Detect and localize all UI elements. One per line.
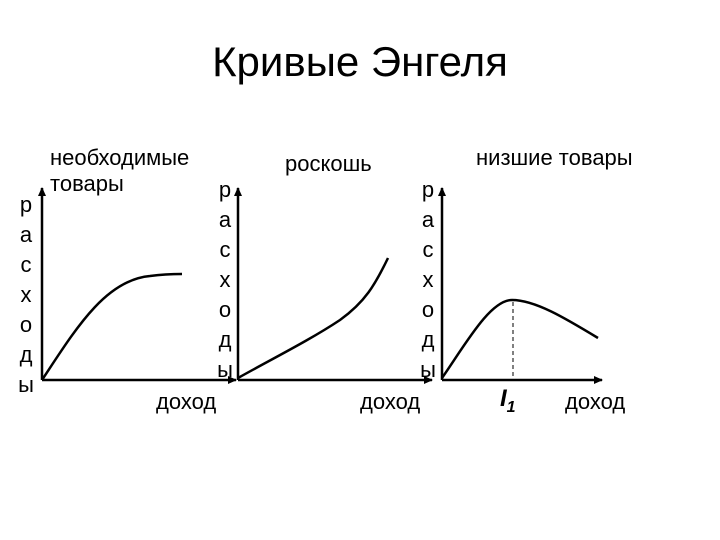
panel-inferior [438,187,603,384]
engel-curve-inferior [440,298,599,379]
x-axis-label-income: доход [565,389,626,414]
curve-label-inferior: низшие товары [476,145,633,170]
curve-label-necessities-line1: необходимые [50,145,190,170]
curve-label-luxury: роскошь [285,151,372,176]
x-axis-label-income: доход [360,389,421,414]
engel-curve-necessities [40,272,183,381]
engel-curve-luxury [237,257,390,380]
panel-luxury [234,187,433,384]
x-axis-label-income: доход [156,389,217,414]
page-title: Кривые Энгеля [212,38,508,85]
panel-necessities [38,187,237,384]
curve-label-necessities-line2: товары [50,171,124,196]
income-threshold-label: I1 [500,385,516,416]
